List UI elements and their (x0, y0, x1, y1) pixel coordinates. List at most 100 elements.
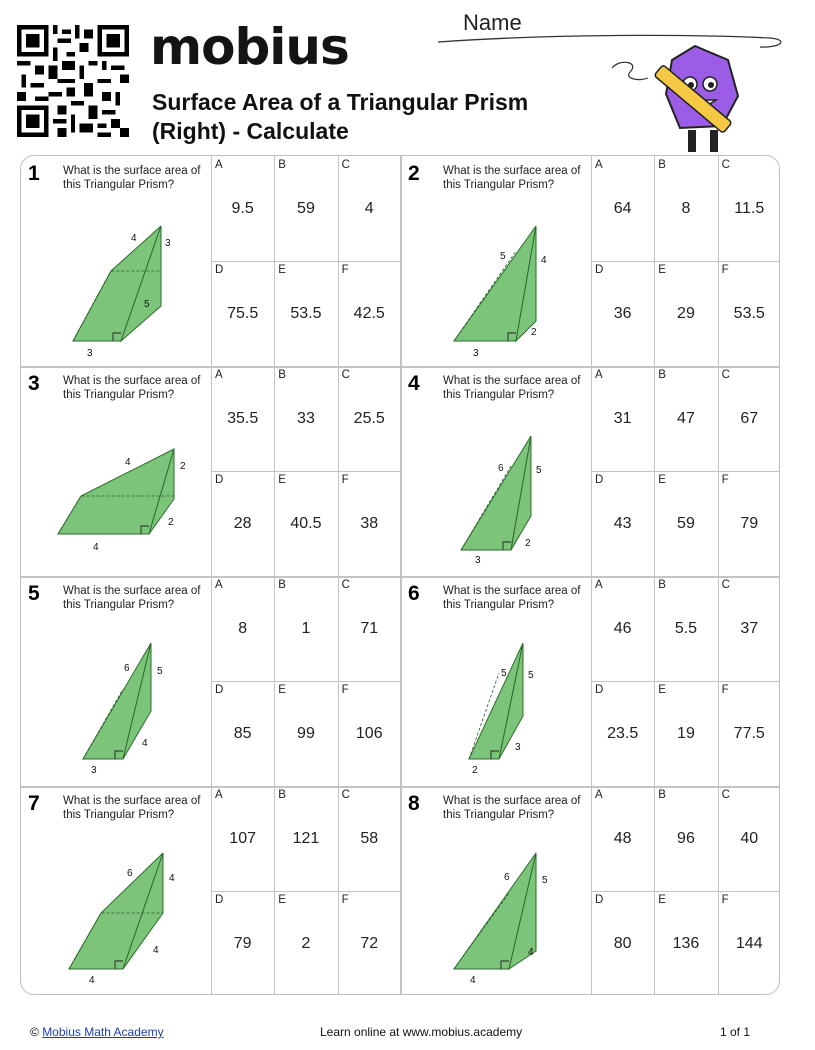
answer-option-f[interactable]: F 144 (718, 891, 779, 994)
answer-option-a[interactable]: A 107 (211, 786, 274, 891)
grid-line (21, 786, 779, 788)
answer-option-a[interactable]: A 64 (591, 156, 654, 261)
dimension-label: 4 (125, 457, 131, 468)
answer-option-d[interactable]: D 43 (591, 471, 654, 576)
answer-option-f[interactable]: F 79 (718, 471, 779, 576)
answer-option-b[interactable]: B 5.5 (654, 576, 717, 681)
answer-option-e[interactable]: E 59 (654, 471, 717, 576)
option-letter: B (278, 369, 286, 381)
option-value: 71 (360, 620, 379, 637)
option-letter: A (215, 159, 223, 171)
option-value: 37 (740, 620, 759, 637)
option-value: 106 (355, 725, 383, 742)
grid-line (211, 891, 401, 892)
answer-option-e[interactable]: E 29 (654, 261, 717, 366)
answer-option-a[interactable]: A 48 (591, 786, 654, 891)
answer-option-e[interactable]: E 19 (654, 681, 717, 786)
answer-option-d[interactable]: D 80 (591, 891, 654, 994)
question-2: 5 4 2 3 2 What is the surface area of this Tr… (401, 156, 779, 366)
answer-option-f[interactable]: F 53.5 (718, 261, 779, 366)
grid-line (400, 156, 402, 994)
option-letter: B (278, 789, 286, 801)
option-letter: D (595, 684, 604, 696)
option-value: 53.5 (290, 305, 322, 322)
option-value: 53.5 (733, 305, 765, 322)
grid-line (21, 576, 779, 578)
option-value: 59 (297, 200, 315, 217)
option-value: 136 (672, 935, 700, 952)
option-value: 11.5 (734, 200, 765, 217)
answer-options: A 48 B 96 C 40 D 80 E 136 F 144 (591, 786, 779, 994)
answer-option-c[interactable]: C 40 (718, 786, 779, 891)
option-value: 36 (613, 305, 632, 322)
question-7: 6 4 4 4 7 What is the surface area of this Tr… (21, 786, 401, 994)
answer-options: A 9.5 B 59 C 4 D 75.5 E 53.5 F 42.5 (211, 156, 401, 366)
option-value: 40.5 (290, 515, 322, 532)
answer-option-f[interactable]: F 77.5 (718, 681, 779, 786)
answer-option-f[interactable]: F 42.5 (338, 261, 401, 366)
answer-option-b[interactable]: B 59 (274, 156, 337, 261)
answer-option-f[interactable]: F 72 (338, 891, 401, 994)
answer-option-d[interactable]: D 75.5 (211, 261, 274, 366)
option-value: 42.5 (353, 305, 385, 322)
option-letter: A (215, 369, 223, 381)
answer-option-c[interactable]: C 37 (718, 576, 779, 681)
answer-option-b[interactable]: B 96 (654, 786, 717, 891)
answer-option-d[interactable]: D 85 (211, 681, 274, 786)
answer-option-d[interactable]: D 28 (211, 471, 274, 576)
answer-option-e[interactable]: E 40.5 (274, 471, 337, 576)
dimension-label: 3 (91, 765, 97, 776)
option-value: 48 (613, 830, 632, 847)
answer-option-c[interactable]: C 25.5 (338, 366, 401, 471)
answer-option-f[interactable]: F 38 (338, 471, 401, 576)
answer-option-b[interactable]: B 121 (274, 786, 337, 891)
answer-option-e[interactable]: E 136 (654, 891, 717, 994)
answer-option-c[interactable]: C 67 (718, 366, 779, 471)
answer-option-b[interactable]: B 47 (654, 366, 717, 471)
option-letter: E (278, 474, 286, 486)
option-letter: C (721, 789, 730, 801)
option-value: 19 (677, 725, 695, 742)
option-value: 28 (233, 515, 252, 532)
answer-options: A 35.5 B 33 C 25.5 D 28 E 40.5 F 38 (211, 366, 401, 576)
answer-option-c[interactable]: C 11.5 (718, 156, 779, 261)
prism-figure: 4 3 5 3 (72, 225, 171, 359)
answer-option-a[interactable]: A 46 (591, 576, 654, 681)
answer-option-e[interactable]: E 53.5 (274, 261, 337, 366)
answer-option-b[interactable]: B 33 (274, 366, 337, 471)
answer-option-a[interactable]: A 35.5 (211, 366, 274, 471)
academy-link[interactable]: Mobius Math Academy (42, 1025, 164, 1039)
answer-option-a[interactable]: A 9.5 (211, 156, 274, 261)
option-letter: B (658, 579, 666, 591)
name-line[interactable] (430, 30, 790, 60)
answer-option-e[interactable]: E 99 (274, 681, 337, 786)
option-letter: D (595, 894, 604, 906)
answer-option-c[interactable]: C 71 (338, 576, 401, 681)
question-text: What is the surface area of this Triangu… (443, 795, 581, 821)
option-value: 40 (740, 830, 759, 847)
answer-option-d[interactable]: D 36 (591, 261, 654, 366)
question-grid: 4 3 5 3 1 What is the surface area of this Tr… (20, 155, 780, 995)
dimension-label: 3 (473, 348, 479, 359)
answer-option-f[interactable]: F 106 (338, 681, 401, 786)
mobius-logo: mobius (150, 18, 350, 76)
answer-option-c[interactable]: C 58 (338, 786, 401, 891)
option-value: 144 (735, 935, 763, 952)
dimension-label: 5 (157, 666, 163, 677)
question-text: What is the surface area of this Triangu… (443, 585, 581, 611)
grid-line (654, 156, 656, 994)
option-value: 96 (677, 830, 695, 847)
question-number: 2 (408, 162, 420, 185)
option-value: 43 (613, 515, 632, 532)
answer-option-d[interactable]: D 79 (211, 891, 274, 994)
option-letter: F (721, 684, 729, 696)
option-letter: E (278, 264, 286, 276)
answer-option-a[interactable]: A 31 (591, 366, 654, 471)
answer-option-d[interactable]: D 23.5 (591, 681, 654, 786)
option-value: 33 (297, 410, 315, 427)
